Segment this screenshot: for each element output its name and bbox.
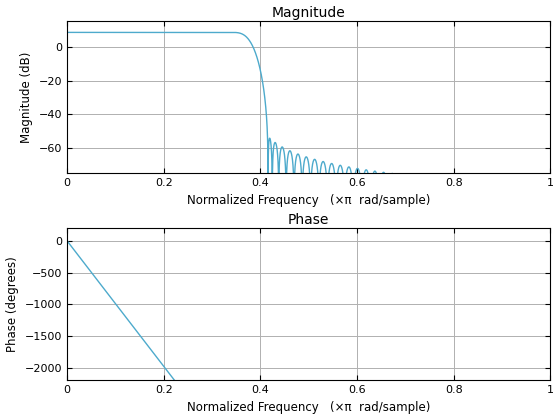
X-axis label: Normalized Frequency   (×π  rad/sample): Normalized Frequency (×π rad/sample) — [187, 194, 431, 207]
Title: Phase: Phase — [288, 213, 329, 227]
Y-axis label: Magnitude (dB): Magnitude (dB) — [20, 52, 33, 143]
X-axis label: Normalized Frequency   (×π  rad/sample): Normalized Frequency (×π rad/sample) — [187, 401, 431, 414]
Y-axis label: Phase (degrees): Phase (degrees) — [6, 257, 19, 352]
Title: Magnitude: Magnitude — [272, 6, 346, 20]
